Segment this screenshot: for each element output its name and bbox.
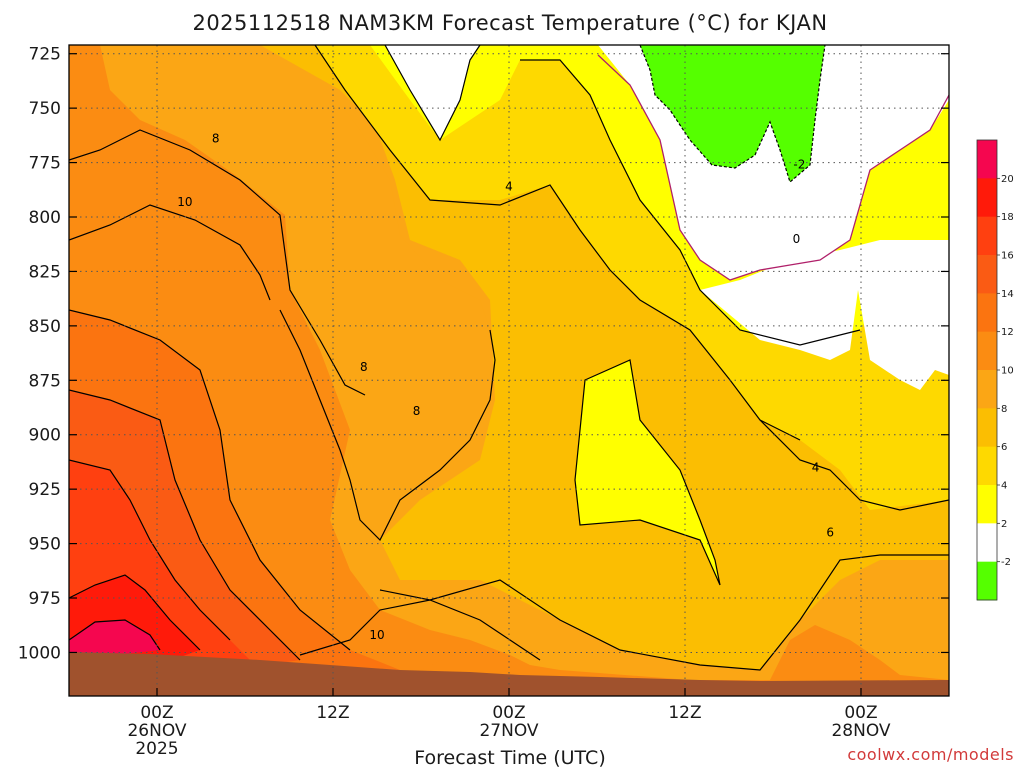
band-white-right: [700, 240, 949, 390]
x-tick-label: 28NOV: [831, 721, 890, 741]
contour-line-16: [69, 459, 231, 641]
contour-line-2-upper: [384, 45, 861, 346]
colorbar-label: 12: [1001, 327, 1014, 338]
colorbar-label: 4: [1001, 481, 1007, 492]
contour-label: 10: [369, 628, 384, 642]
x-tick-label: 00Z: [140, 703, 173, 723]
x-tick-label: 26NOV: [127, 721, 186, 741]
chart-title: 2025112518 NAM3KM Forecast Temperature (…: [192, 11, 827, 35]
colorbar-swatch: [977, 293, 997, 333]
y-tick-label: 800: [29, 208, 61, 228]
contour-line-8-upper: [69, 129, 366, 396]
contour-line-minus2: [639, 45, 826, 184]
y-tick-label: 725: [29, 45, 61, 65]
y-tick-label: 925: [29, 480, 61, 500]
contour-label: -2: [793, 158, 805, 172]
y-tick-label: 975: [29, 589, 61, 609]
band-below-minus2: [640, 45, 825, 182]
colorbar-label: 14: [1001, 289, 1014, 300]
contour-line-14: [69, 389, 301, 661]
temperature-field: [69, 45, 949, 696]
contour-line-10-lower: [299, 599, 541, 661]
contour-label: 6: [826, 526, 834, 540]
colorbar-swatch: [977, 178, 997, 218]
colorbar-swatch: [977, 140, 997, 179]
x-tick-label: 00Z: [844, 703, 877, 723]
x-tick-label: 27NOV: [479, 721, 538, 741]
colorbar-label: 20: [1001, 174, 1014, 185]
y-tick-label: 1000: [18, 643, 61, 663]
contour-line-0: [597, 54, 949, 281]
x-tick-label: 12Z: [316, 703, 349, 723]
credit-text: coolwx.com/models: [847, 745, 1014, 764]
contour-lines: [69, 45, 949, 671]
band-20-plus: [69, 620, 160, 660]
y-tick-label: 825: [29, 262, 61, 282]
contour-minus2: [639, 45, 826, 184]
contour-labels: 8 10 4 0 -2 8 8 4 6 10: [177, 132, 834, 642]
colorbar-label: 8: [1001, 404, 1007, 415]
band-bottom-right-warm: [770, 625, 949, 696]
contour-label: 8: [413, 404, 421, 418]
contour-label: 8: [212, 132, 220, 146]
colorbar-label: 10: [1001, 366, 1014, 377]
y-tick-label: 775: [29, 154, 61, 174]
contour-label: 4: [505, 180, 513, 194]
terrain-surface: [69, 652, 949, 696]
colorbar-swatch: [977, 370, 997, 409]
contour-label: 8: [360, 360, 368, 374]
x-tick-label: 00Z: [492, 703, 525, 723]
contour-line-6: [379, 554, 949, 671]
colorbar-label: 6: [1001, 442, 1007, 453]
contour-line-12-upper: [69, 309, 351, 651]
y-tick-label: 850: [29, 317, 61, 337]
band-2-4-lower: [575, 360, 720, 585]
x-tick-label: 2025: [135, 739, 178, 759]
colorbar-swatch: [977, 561, 997, 601]
colorbar-swatch: [977, 216, 997, 256]
contour-line-8-lower: [279, 309, 496, 542]
contour-label: 4: [812, 460, 820, 474]
contour-line-10-upper: [69, 204, 271, 301]
grid-lines: [69, 45, 949, 696]
colorbar-swatch: [977, 523, 997, 563]
contour-zero: [597, 54, 949, 281]
colorbar-label: 16: [1001, 251, 1014, 262]
colorbar-label: 18: [1001, 212, 1014, 223]
band-10-12: [69, 45, 949, 696]
contour-line-2-lower-blob: [574, 359, 721, 586]
x-tick-label: 12Z: [668, 703, 701, 723]
y-tick-label: 900: [29, 426, 61, 446]
y-axis: 725 750 775 800 825 850 875 900 925 950 975 1000: [18, 45, 949, 663]
colorbar-swatch: [977, 331, 997, 371]
colorbar-label: 2: [1001, 519, 1007, 530]
y-tick-label: 875: [29, 371, 61, 391]
y-tick-label: 750: [29, 99, 61, 119]
colorbar: 20 18 16 14 12 10 8 6 4 2 -2: [976, 139, 1014, 601]
colorbar-swatch: [977, 255, 997, 294]
colorbar-swatch: [977, 408, 997, 448]
contour-label: 10: [177, 195, 192, 209]
colorbar-swatch: [977, 446, 997, 486]
contour-line-4-lower: [759, 419, 949, 511]
x-axis-label: Forecast Time (UTC): [414, 747, 605, 768]
contour-line-20: [69, 619, 161, 651]
contour-label: 0: [793, 232, 801, 246]
colorbar-label: -2: [1001, 557, 1011, 568]
contour-line-18: [69, 574, 201, 651]
colorbar-swatch: [977, 485, 997, 524]
y-tick-label: 950: [29, 535, 61, 555]
